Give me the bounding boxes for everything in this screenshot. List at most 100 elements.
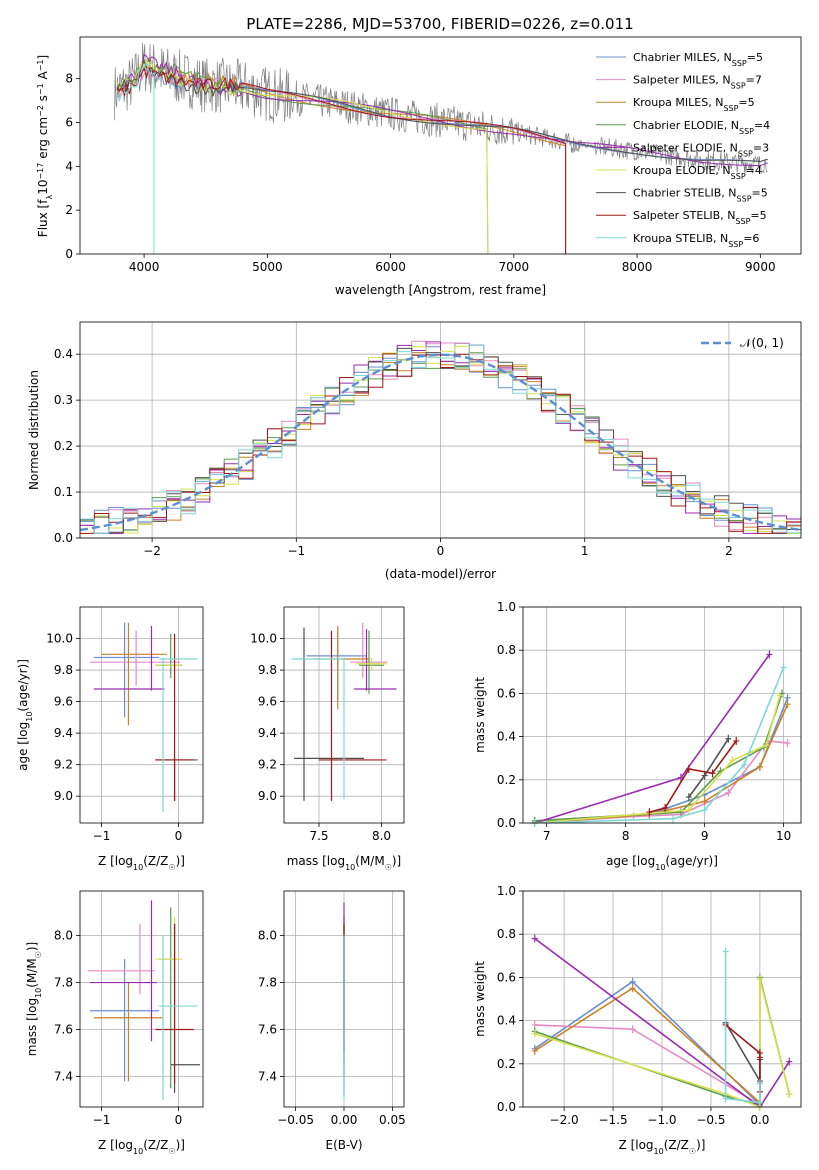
mass-weight-line bbox=[534, 654, 771, 823]
y-axis-label-part: ☉ bbox=[34, 951, 43, 958]
mass-weight-marker bbox=[531, 934, 538, 943]
x-axis-label-part: 10 bbox=[654, 1147, 664, 1156]
mass-weight-line bbox=[534, 937, 790, 1107]
mass-weight-marker bbox=[786, 1090, 793, 1099]
y-axis-label-part: mass [log bbox=[25, 998, 39, 1056]
y-axis-label-part: age [log bbox=[16, 722, 30, 771]
y-tick-label: 8.0 bbox=[258, 929, 277, 943]
y-tick-label: 2 bbox=[65, 203, 73, 217]
y-tick-label: 4 bbox=[65, 159, 73, 173]
x-tick-label: 9000 bbox=[745, 260, 776, 274]
x-axis-label-part: ☉ bbox=[689, 1147, 696, 1156]
x-tick-label: −2.0 bbox=[550, 1113, 579, 1127]
x-axis-label-part: )] bbox=[696, 1138, 705, 1152]
legend-entry-part: SSP bbox=[735, 217, 750, 226]
y-tick-label: 9.2 bbox=[258, 758, 277, 772]
massweight-vs-Z-panel: −2.0 −1.5 −1.0 −0.5 0.0 0.0 0.2 0.4 0.6 0.8 1.0 mas… bbox=[473, 884, 802, 1127]
mass-weight-marker bbox=[701, 771, 708, 780]
y-axis-label-part: Flux [f bbox=[36, 199, 50, 237]
legend-entry-part: Kroupa STELIB, N bbox=[633, 232, 728, 245]
x-axis-label: E(B-V) bbox=[325, 1138, 362, 1152]
x-tick-label: 10 bbox=[776, 829, 791, 843]
axes-frame bbox=[79, 890, 204, 1108]
mass-weight-line bbox=[534, 979, 791, 1107]
legend-entry-part: Salpeter MILES, N bbox=[633, 74, 731, 87]
x-axis-label-part: (Z/Z bbox=[143, 1138, 168, 1152]
legend-entry-part: Kroupa MILES, N bbox=[633, 96, 723, 109]
y-tick-label: 10.0 bbox=[250, 632, 277, 646]
mass-weight-marker bbox=[709, 769, 716, 778]
axes-frame bbox=[283, 890, 405, 1108]
x-tick-label: −0.5 bbox=[696, 1113, 725, 1127]
age-vs-Z-panel: −1 0 9.0 9.2 9.4 9.6 9.8 10.0 bbox=[46, 606, 204, 843]
y-axis-label-part: λ bbox=[45, 195, 54, 200]
chart-layer: 4000 5000 6000 7000 8000 900002468wavelength … bbox=[16, 36, 802, 1156]
mass-weight-marker bbox=[756, 1053, 763, 1062]
x-axis-label-part: ☉ bbox=[168, 1147, 175, 1156]
y-tick-label: 0.4 bbox=[54, 347, 73, 361]
x-tick-label: −0.05 bbox=[277, 1113, 314, 1127]
y-tick-label: 9.6 bbox=[258, 695, 277, 709]
y-axis-label-part: s bbox=[36, 95, 50, 105]
mass-weight-marker bbox=[670, 814, 677, 823]
y-axis-label-part: A bbox=[36, 70, 50, 83]
y-axis-label-part: 10 bbox=[25, 712, 34, 722]
mass-weight-marker bbox=[766, 650, 773, 659]
y-tick-label: 6 bbox=[65, 115, 73, 129]
axes-frame bbox=[522, 890, 802, 1108]
axes-frame bbox=[283, 606, 405, 824]
x-tick-label: 8 bbox=[622, 829, 630, 843]
x-axis-label-part: ☉ bbox=[168, 863, 175, 872]
mass-weight-marker bbox=[756, 975, 763, 984]
x-axis-label-part: mass [log bbox=[287, 854, 345, 868]
legend-entry-part: Salpeter ELODIE, N bbox=[633, 141, 738, 154]
legend-entry-part: Kroupa ELODIE, N bbox=[633, 164, 731, 177]
x-axis-label: Z [log10(Z/Z☉)] bbox=[98, 1138, 185, 1156]
x-tick-label: −2 bbox=[143, 544, 161, 558]
legend-entry-part: SSP bbox=[731, 81, 746, 90]
y-tick-label: 9.8 bbox=[258, 663, 277, 677]
legend-entry-part: Salpeter STELIB, N bbox=[633, 209, 735, 222]
legend-entry-part: =4 bbox=[746, 164, 762, 177]
x-tick-label: 8000 bbox=[622, 260, 653, 274]
x-tick-label: 7 bbox=[543, 829, 551, 843]
legend-entry-part: Chabrier ELODIE, N bbox=[633, 119, 739, 132]
y-tick-label: 9.0 bbox=[54, 789, 73, 803]
axes-frame bbox=[522, 606, 802, 824]
x-tick-label: 0.00 bbox=[331, 1113, 358, 1127]
mass-weight-marker bbox=[629, 1025, 636, 1034]
mass-weight-marker bbox=[722, 1094, 729, 1103]
mass-weight-marker bbox=[725, 734, 732, 743]
legend-entry: Kroupa ELODIE, NSSP=4 bbox=[633, 164, 762, 181]
x-axis-label: age [log10(age/yr)] bbox=[606, 854, 718, 872]
x-axis-label-part: age [log bbox=[606, 854, 655, 868]
mass-weight-marker bbox=[531, 1046, 538, 1055]
legend-entry-part: =3 bbox=[753, 141, 769, 154]
y-axis-label-part: −2 bbox=[36, 105, 45, 117]
y-axis-label-part: −1 bbox=[36, 59, 45, 71]
x-axis-label-part: E(B-V) bbox=[325, 1138, 362, 1152]
x-tick-label: 1 bbox=[581, 544, 589, 558]
legend-entry-part: =6 bbox=[743, 232, 759, 245]
y-tick-label: 1.0 bbox=[497, 884, 516, 898]
legend-entry-part: =5 bbox=[750, 209, 766, 222]
legend-entry: 𝒩(0, 1) bbox=[740, 336, 784, 350]
mass-weight-line bbox=[649, 740, 737, 813]
mass-weight-marker bbox=[729, 756, 736, 765]
y-axis-label: Normed distribution bbox=[27, 370, 41, 490]
mass-weight-marker bbox=[784, 739, 791, 748]
y-axis-label-part: erg cm bbox=[36, 117, 50, 163]
x-axis-label: (data-model)/error bbox=[385, 567, 496, 581]
x-axis-label-part: 10 bbox=[133, 1147, 143, 1156]
massweight-vs-age-panel: 7 8 9 10 0.0 0.2 0.4 0.6 0.8 1.0 mass weight bbox=[473, 600, 802, 843]
y-axis-label-part: (M/M bbox=[25, 958, 39, 987]
y-tick-label: 10.0 bbox=[46, 632, 73, 646]
x-axis-label-part: 10 bbox=[655, 863, 665, 872]
y-axis-label: Flux [fλ10−17 erg cm−2 s−1 A−1] bbox=[36, 55, 54, 237]
normal-curve bbox=[79, 353, 802, 532]
legend-entry: Salpeter MILES, NSSP=7 bbox=[633, 74, 762, 91]
y-tick-label: 0.2 bbox=[54, 439, 73, 453]
mass-weight-marker bbox=[531, 1029, 538, 1038]
y-tick-label: 9.4 bbox=[258, 726, 277, 740]
